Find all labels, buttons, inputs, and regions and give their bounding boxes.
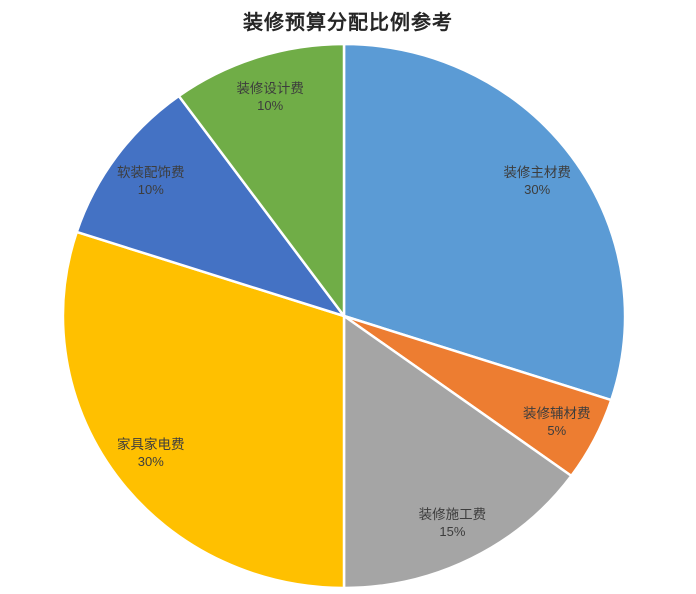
- slice-label-name: 家具家电费: [117, 436, 185, 452]
- slice-label-percent: 10%: [138, 182, 164, 197]
- pie-slice-4: [75, 94, 346, 318]
- slice-label-percent: 30%: [138, 454, 164, 469]
- slice-label-percent: 30%: [524, 182, 550, 197]
- slice-label-percent: 10%: [257, 98, 283, 113]
- slice-label-percent: 15%: [439, 524, 465, 539]
- slice-label-4: 软装配饰费 10%: [117, 165, 185, 197]
- pie-slice-2: [342, 314, 573, 590]
- pie-slice-5: [177, 42, 346, 318]
- slice-label-name: 装修设计费: [236, 81, 304, 96]
- pie-slice-3: [61, 230, 346, 590]
- slice-label-name: 软装配饰费: [117, 165, 185, 180]
- slice-label-name: 装修施工费: [419, 507, 487, 522]
- slice-label-1: 装修辅材费 5%: [523, 406, 591, 438]
- slice-label-percent: 5%: [547, 423, 566, 438]
- slice-label-2: 装修施工费 15%: [419, 507, 487, 539]
- chart-title: 装修预算分配比例参考: [243, 12, 453, 34]
- slice-label-5: 装修设计费 10%: [236, 81, 304, 113]
- slice-label-name: 装修辅材费: [523, 406, 591, 421]
- slice-label-3: 家具家电费 30%: [117, 436, 185, 469]
- pie-slice-0: [342, 42, 627, 402]
- slice-label-0: 装修主材费 30%: [503, 165, 571, 197]
- slice-label-name: 装修主材费: [503, 165, 571, 180]
